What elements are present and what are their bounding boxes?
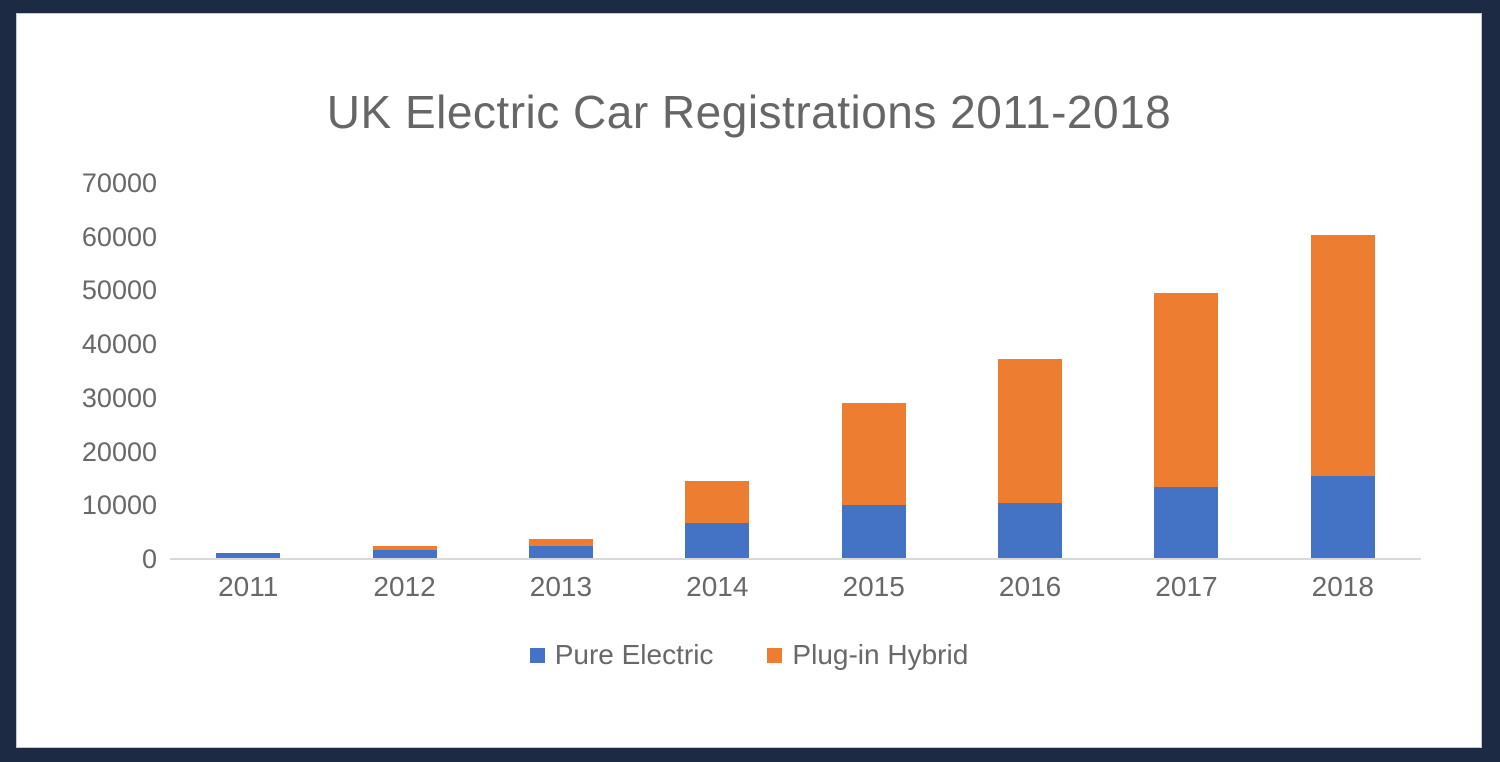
x-axis: 2011 2012 2013 2014 2015 2016 2017 2018 — [170, 570, 1421, 604]
stacked-bar-2013 — [528, 538, 593, 559]
bar-segment-plug-in-hybrid-2017 — [1154, 293, 1219, 487]
y-tick-label: 20000 — [81, 436, 157, 467]
bar-segment-plug-in-hybrid-2016 — [998, 359, 1063, 504]
plot-area — [170, 183, 1421, 559]
bar-segment-pure-electric-2011 — [216, 552, 281, 559]
y-tick-label: 0 — [141, 544, 157, 574]
bar-slot-2016 — [952, 183, 1108, 559]
bar-segment-pure-electric-2013 — [528, 545, 593, 559]
bar-segment-pure-electric-2018 — [1310, 475, 1375, 559]
chart-panel: UK Electric Car Registrations 2011-2018 … — [16, 13, 1482, 748]
legend-label: Pure Electric — [554, 639, 714, 670]
stacked-bar-2012 — [372, 546, 437, 559]
x-tick-label: 2012 — [373, 571, 436, 602]
bar-slot-2011 — [170, 183, 326, 559]
bar-slot-2017 — [1108, 183, 1264, 559]
stacked-bar-2015 — [841, 403, 906, 559]
legend: Pure Electric Plug-in Hybrid — [17, 638, 1481, 672]
bar-segment-pure-electric-2014 — [685, 523, 750, 559]
bar-segment-plug-in-hybrid-2013 — [528, 538, 593, 546]
bar-slot-2014 — [639, 183, 795, 559]
bar-slot-2018 — [1265, 183, 1421, 559]
bar-slot-2013 — [483, 183, 639, 559]
bar-segment-plug-in-hybrid-2018 — [1310, 235, 1375, 476]
x-tick-label: 2017 — [1155, 571, 1218, 602]
x-tick-label: 2015 — [842, 571, 905, 602]
legend-swatch-icon — [529, 647, 545, 663]
bar-segment-plug-in-hybrid-2015 — [841, 403, 906, 506]
y-tick-label: 10000 — [81, 490, 157, 521]
x-tick-label: 2011 — [218, 571, 279, 602]
y-tick-label: 40000 — [81, 329, 157, 360]
stacked-bar-2017 — [1154, 293, 1219, 559]
y-tick-label: 70000 — [81, 168, 157, 198]
y-tick-label: 30000 — [81, 382, 157, 413]
stacked-bar-2014 — [685, 481, 750, 559]
bar-segment-pure-electric-2016 — [998, 503, 1063, 559]
chart-title: UK Electric Car Registrations 2011-2018 — [326, 86, 1172, 138]
bar-slot-2015 — [796, 183, 952, 559]
x-tick-label: 2018 — [1311, 571, 1374, 602]
legend-label: Plug-in Hybrid — [792, 639, 969, 670]
bar-segment-pure-electric-2015 — [841, 505, 906, 559]
legend-item-plug-in-hybrid: Plug-in Hybrid — [767, 638, 968, 672]
y-tick-label: 60000 — [81, 221, 157, 252]
legend-swatch-icon — [767, 647, 783, 663]
x-tick-label: 2016 — [998, 571, 1062, 602]
bar-segment-pure-electric-2017 — [1154, 486, 1219, 559]
y-tick-label: 50000 — [81, 275, 157, 306]
x-tick-label: 2014 — [686, 571, 749, 602]
bar-segment-plug-in-hybrid-2014 — [685, 481, 750, 524]
stacked-bar-2011 — [216, 552, 281, 559]
bar-segment-pure-electric-2012 — [372, 550, 437, 559]
stacked-bar-2016 — [998, 359, 1063, 559]
legend-item-pure-electric: Pure Electric — [529, 638, 714, 672]
stacked-bar-2018 — [1310, 235, 1375, 559]
bar-segment-plug-in-hybrid-2012 — [372, 546, 437, 551]
x-axis-line — [170, 558, 1421, 560]
bar-slot-2012 — [326, 183, 482, 559]
x-tick-label: 2013 — [529, 571, 593, 602]
